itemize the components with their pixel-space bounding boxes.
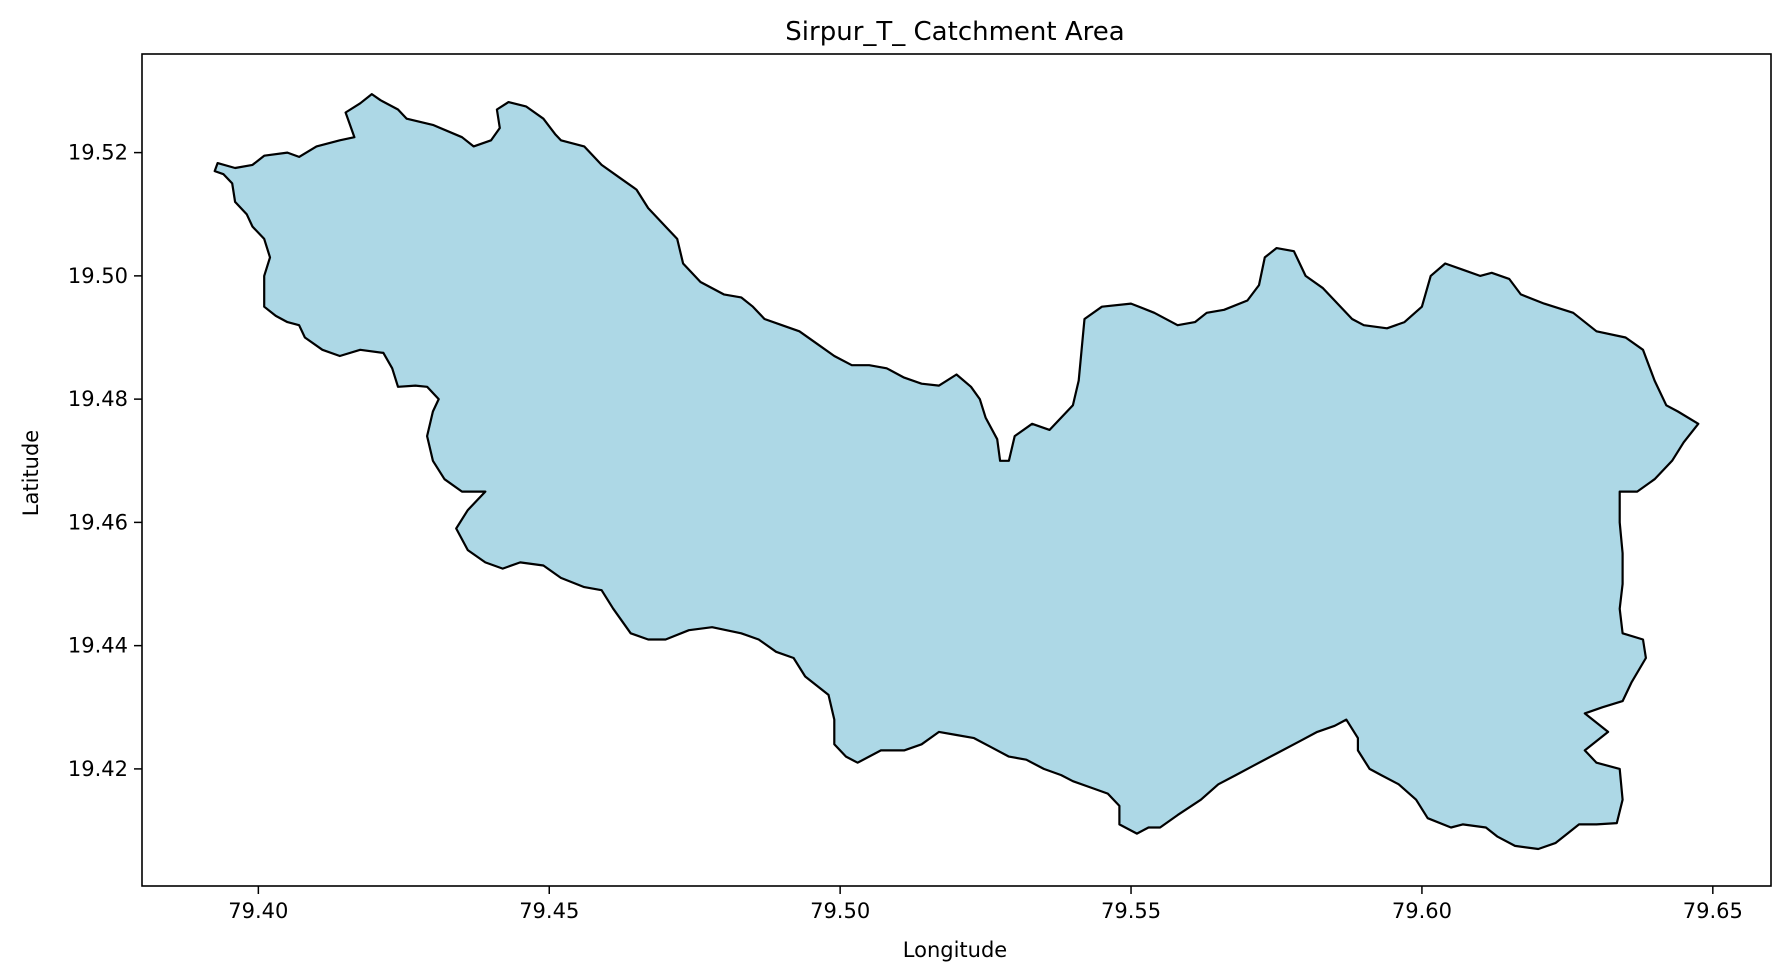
- y-tick-label: 19.52: [68, 141, 128, 165]
- axes-frame: [141, 53, 1772, 887]
- x-tick-label: 79.40: [228, 899, 288, 923]
- x-tick-label: 79.60: [1392, 899, 1452, 923]
- x-tick-label: 79.50: [810, 899, 870, 923]
- x-tick-label: 79.55: [1101, 899, 1161, 923]
- x-axis: 79.40 79.45 79.50 79.55 79.60 79.65: [228, 886, 1743, 923]
- y-tick-label: 19.48: [68, 387, 128, 411]
- x-tick-label: 79.65: [1683, 899, 1743, 923]
- y-tick-label: 19.44: [68, 634, 128, 658]
- y-tick-label: 19.50: [68, 264, 128, 288]
- y-tick-label: 19.46: [68, 510, 128, 534]
- y-axis: 19.42 19.44 19.46 19.48 19.50 19.52: [68, 141, 142, 781]
- x-tick-label: 79.45: [519, 899, 579, 923]
- map-title: Sirpur_T_ Catchment Area: [785, 17, 1124, 47]
- y-axis-label: Latitude: [19, 430, 43, 516]
- y-tick-label: 19.42: [68, 757, 128, 781]
- x-axis-label: Longitude: [903, 938, 1007, 962]
- catchment-polygon: [213, 93, 1700, 851]
- plot-area: [141, 53, 1772, 887]
